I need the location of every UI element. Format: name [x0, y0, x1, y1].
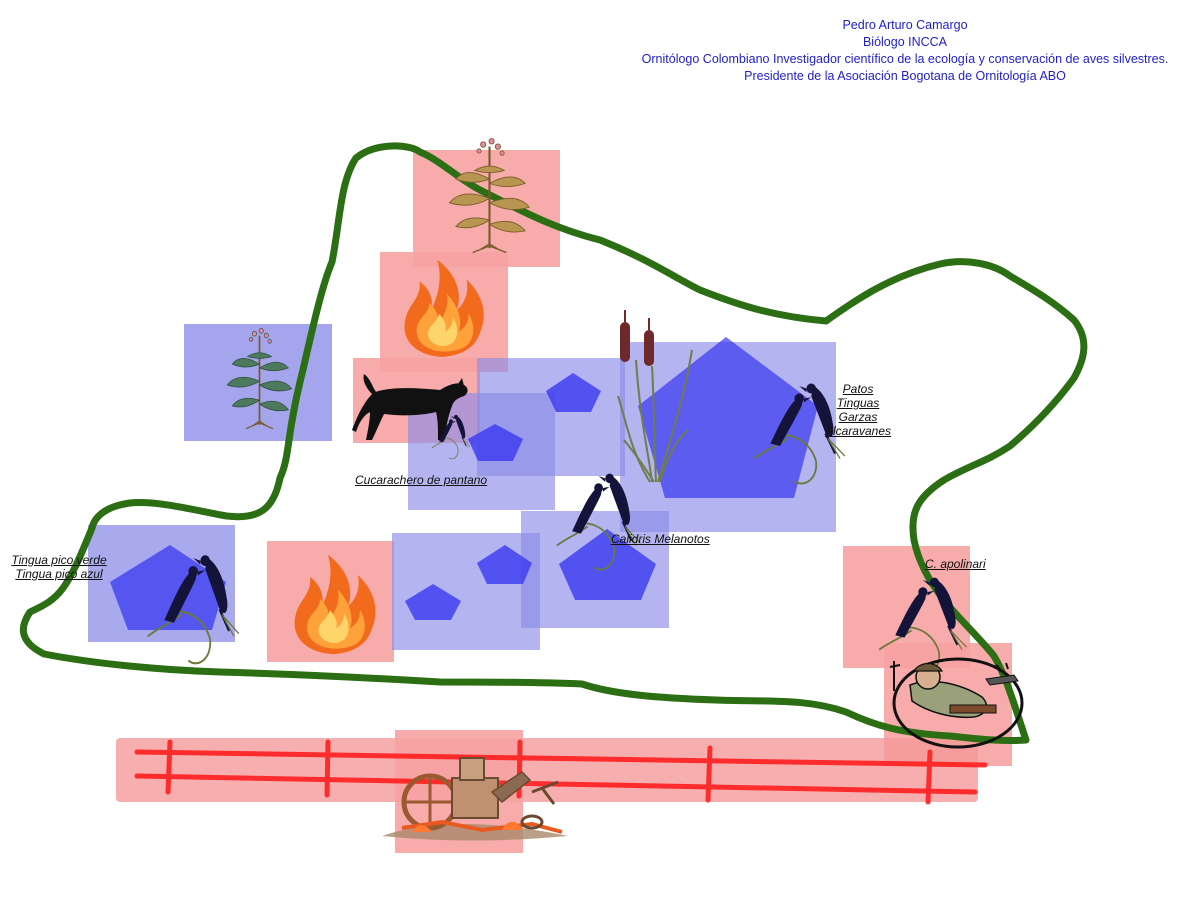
author-degree: Biólogo INCCA	[862, 35, 948, 49]
pentagon-shape	[546, 373, 601, 412]
pentagon-shape	[468, 424, 523, 461]
label-tingua-pico-azul: Tingua pico azul	[15, 567, 103, 581]
label-apolinari: C. apolinari	[925, 557, 986, 571]
author-name: Pedro Arturo Camargo	[842, 18, 968, 32]
debris-pile-icon	[382, 757, 568, 841]
author-description: Ornitólogo Colombiano Investigador cient…	[641, 52, 1169, 66]
label-tinguas-pico: Tingua pico verde Tingua pico azul	[6, 553, 112, 581]
hunter-icon	[889, 657, 1024, 749]
wetland-boundary	[20, 142, 1088, 745]
label-garzas: Garzas	[838, 410, 878, 424]
pentagon-shape	[405, 584, 461, 620]
pentagon-shape	[638, 337, 818, 498]
label-tinguas: Tinguas	[836, 396, 880, 410]
species-group-labels: Patos Tinguas Garzas Alcaravanes	[822, 382, 894, 438]
pentagon-shape	[110, 545, 226, 630]
label-cucarachero: Cucarachero de pantano	[355, 473, 488, 487]
pentagon-shape	[559, 529, 656, 600]
author-role: Presidente de la Asociación Bogotana de …	[744, 69, 1066, 83]
habitat-zone	[392, 533, 540, 650]
label-tingua-pico-verde: Tingua pico verde	[11, 553, 107, 567]
author-credits: Pedro Arturo Camargo Biólogo INCCA Ornit…	[600, 17, 1180, 85]
dog-icon	[352, 374, 468, 440]
label-alcaravanes: Alcaravanes	[824, 424, 892, 438]
label-patos: Patos	[842, 382, 874, 396]
pentagon-shape	[477, 545, 532, 584]
cattail-reed-icon	[617, 310, 693, 483]
label-calidris: Calidris Melanotos	[611, 532, 710, 546]
